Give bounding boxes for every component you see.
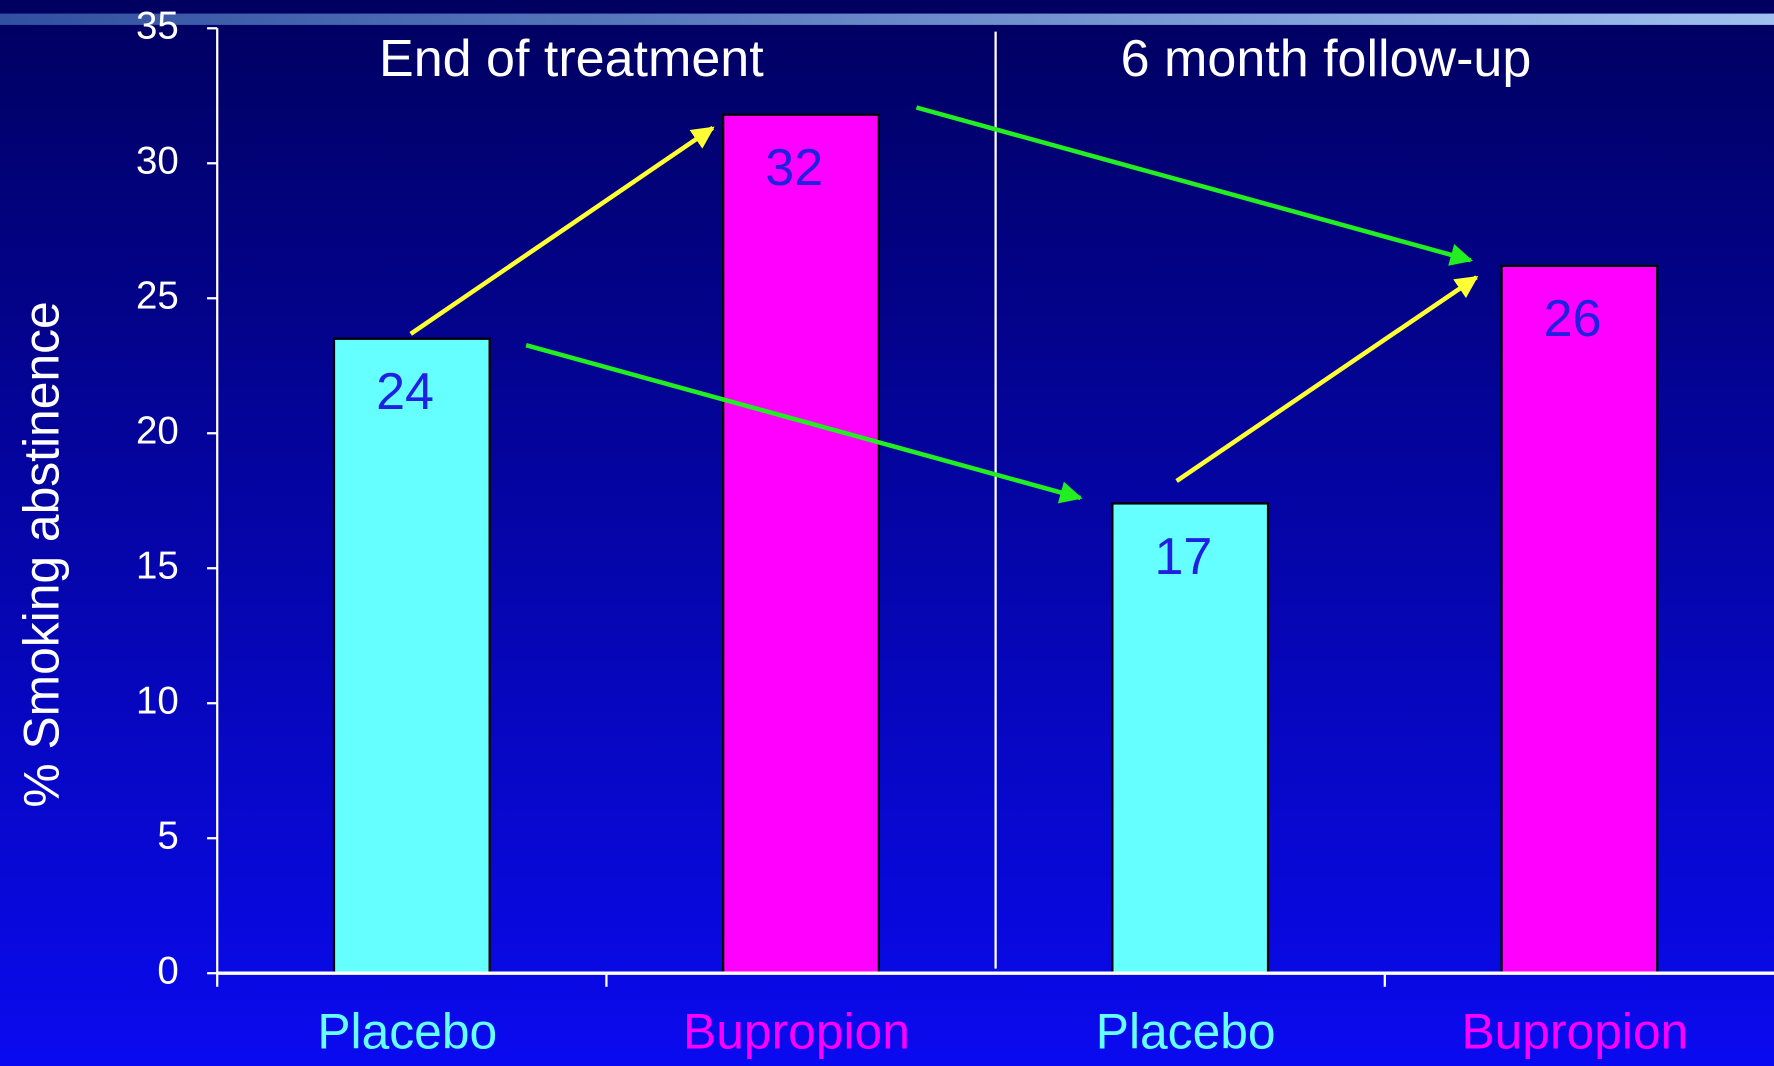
group-label: 6 month follow-up xyxy=(1121,30,1532,88)
bar xyxy=(332,337,491,975)
arrow xyxy=(1175,275,1479,483)
value-label: 17 xyxy=(1154,528,1212,586)
arrow xyxy=(525,342,1083,504)
bar xyxy=(722,113,880,975)
x-tick-label: Placebo xyxy=(1096,1004,1276,1060)
y-tick-label: 0 xyxy=(157,949,178,992)
group-label: End of treatment xyxy=(379,30,764,88)
y-tick-label: 30 xyxy=(136,139,179,182)
x-tick-label: Placebo xyxy=(317,1004,497,1060)
top-band xyxy=(0,13,1774,25)
y-axis-label: % Smoking abstinence xyxy=(13,301,69,807)
y-tick-label: 35 xyxy=(136,4,179,47)
y-tick-label: 20 xyxy=(136,409,179,452)
y-tick-label: 5 xyxy=(157,814,178,857)
y-tick-label: 15 xyxy=(136,544,179,587)
bar xyxy=(1500,264,1659,975)
x-tick-label: Bupropion xyxy=(1461,1004,1688,1060)
y-tick-label: 25 xyxy=(136,274,179,317)
x-tick-label: Bupropion xyxy=(683,1004,910,1060)
arrow xyxy=(409,126,715,336)
bar xyxy=(1111,502,1270,975)
value-label: 26 xyxy=(1544,290,1602,348)
value-label: 32 xyxy=(765,139,823,197)
plot: 0 5 10 15 20 25 30 35 24 Placebo 32 Bupropion 17 Plac… xyxy=(136,4,1774,1060)
y-tick-label: 10 xyxy=(136,679,179,722)
arrow xyxy=(915,105,1473,266)
value-label: 24 xyxy=(376,363,434,421)
